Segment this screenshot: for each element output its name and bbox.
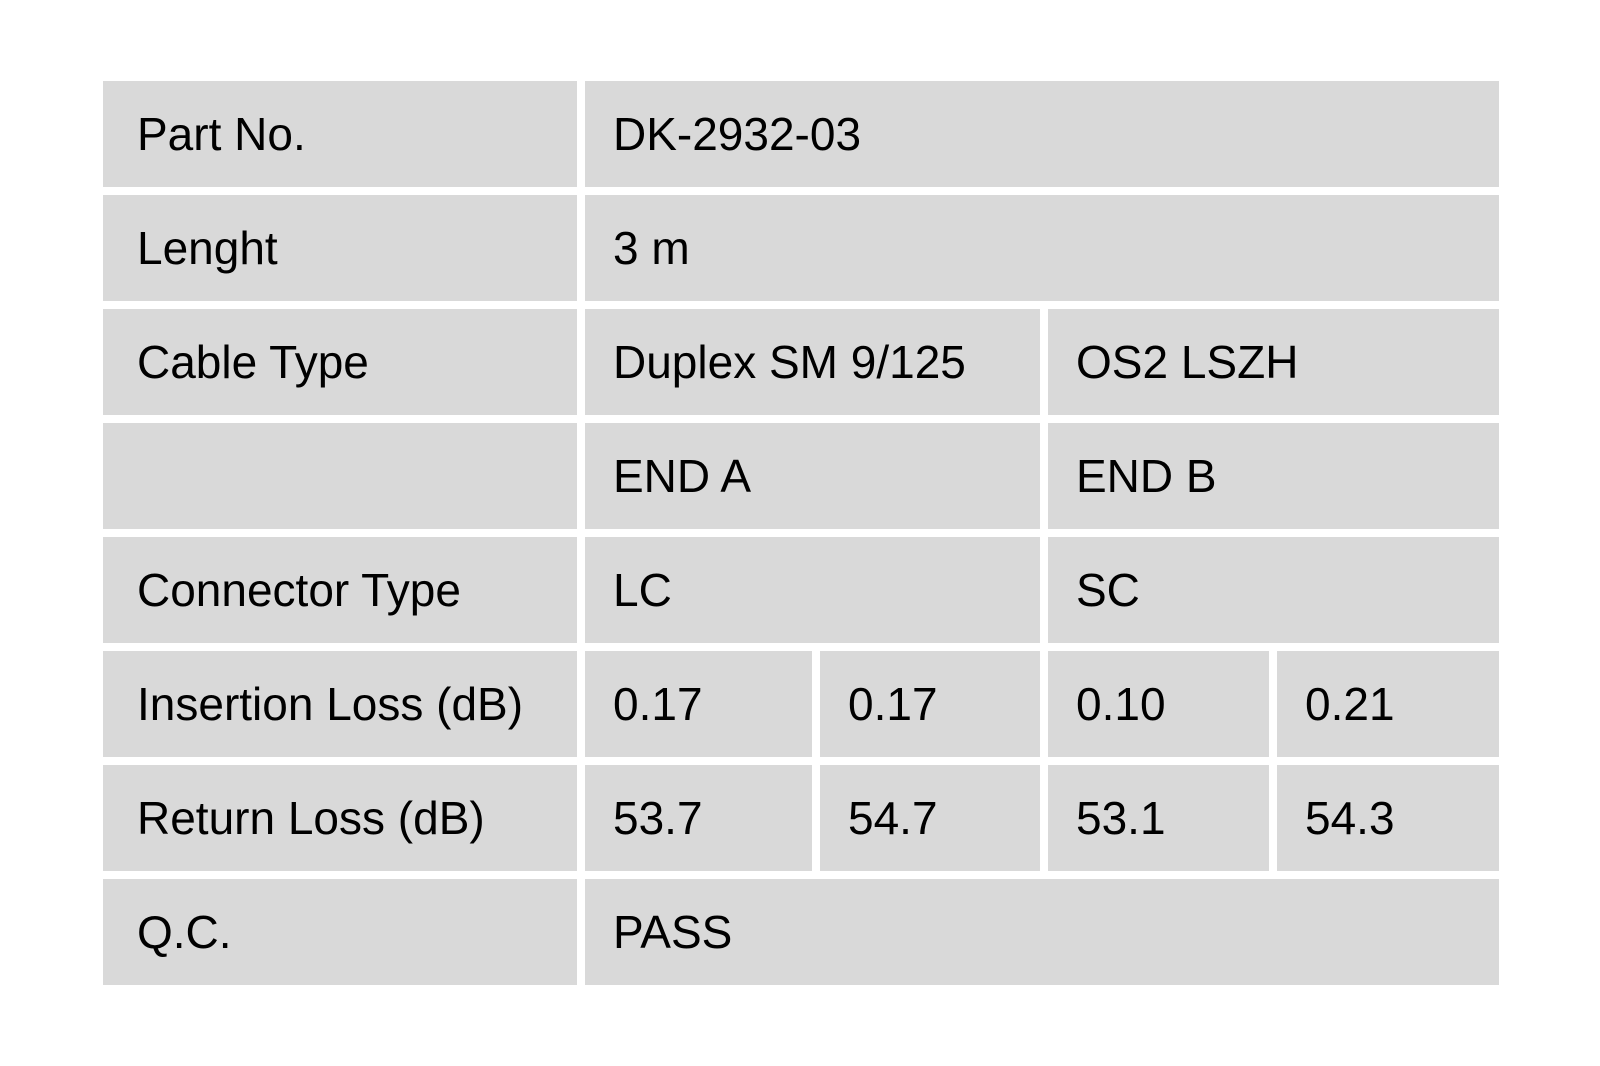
row-insertion-loss-value-4: 0.21 (1277, 651, 1499, 757)
row-return-loss-value-4: 54.3 (1277, 765, 1499, 871)
row-insertion-loss-value-2: 0.17 (820, 651, 1040, 757)
row-ends-empty-cell (103, 423, 577, 529)
row-connector-type-end-b: SC (1048, 537, 1499, 643)
row-return-loss-value-2: 54.7 (820, 765, 1040, 871)
row-return-loss-value-3: 53.1 (1048, 765, 1269, 871)
row-insertion-loss-label: Insertion Loss (dB) (103, 651, 577, 757)
row-insertion-loss-value-3: 0.10 (1048, 651, 1269, 757)
row-connector-type-end-a: LC (585, 537, 1040, 643)
row-part-no-label: Part No. (103, 81, 577, 187)
row-connector-type-label: Connector Type (103, 537, 577, 643)
row-length-value: 3 m (585, 195, 1499, 301)
row-part-no-value: DK-2932-03 (585, 81, 1499, 187)
row-ends-end-b: END B (1048, 423, 1499, 529)
row-cable-type-label: Cable Type (103, 309, 577, 415)
row-return-loss-value-1: 53.7 (585, 765, 812, 871)
row-cable-type-value-1: Duplex SM 9/125 (585, 309, 1040, 415)
row-return-loss-label: Return Loss (dB) (103, 765, 577, 871)
row-qc-label: Q.C. (103, 879, 577, 985)
row-cable-type-value-2: OS2 LSZH (1048, 309, 1499, 415)
row-qc-value: PASS (585, 879, 1499, 985)
row-insertion-loss-value-1: 0.17 (585, 651, 812, 757)
row-ends-end-a: END A (585, 423, 1040, 529)
row-length-label: Lenght (103, 195, 577, 301)
spec-table: Part No. DK-2932-03 Lenght 3 m Cable Typ… (103, 81, 1499, 985)
